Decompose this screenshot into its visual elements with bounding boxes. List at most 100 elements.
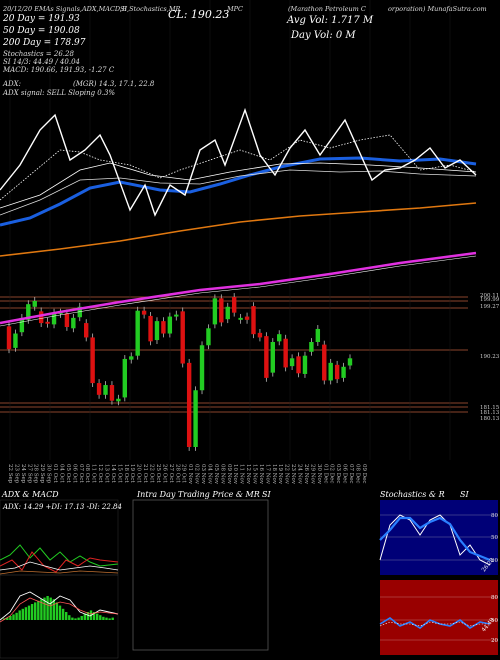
price-level-label: 180.13: [480, 416, 500, 422]
company-tail-label: orporation) MunafaSutra.com: [388, 5, 487, 13]
date-label: 24 Nov: [297, 464, 303, 485]
candle-body: [334, 364, 340, 380]
macd-histogram-bar: [102, 616, 105, 620]
candle-body: [19, 317, 25, 333]
candle-body: [58, 312, 63, 314]
candle-body: [328, 362, 333, 381]
date-label: 02 Nov: [194, 464, 200, 485]
candle-body: [315, 328, 321, 342]
macd-histogram-bar: [18, 610, 21, 620]
date-label: 03 Nov: [200, 464, 206, 485]
candle-body: [277, 334, 282, 342]
candle-body: [116, 398, 121, 402]
date-label: 01 Dec: [322, 464, 328, 484]
date-label: 01 Nov: [187, 464, 193, 485]
date-label: 30 Sep: [46, 464, 52, 484]
candle-body: [193, 390, 198, 447]
date-label: 29 Nov: [309, 464, 315, 485]
price-level-label: 199.27: [480, 304, 500, 310]
macd-histogram-bar: [24, 607, 28, 620]
macd-histogram-bar: [80, 616, 83, 620]
macd-histogram-bar: [6, 617, 9, 620]
candle-body: [148, 315, 153, 342]
day-vol-label: Day Vol: 0 M: [291, 30, 356, 41]
date-label: 12 Oct: [97, 464, 103, 483]
price-level-label: 181.15: [480, 405, 500, 411]
rsi-level-label: 80: [491, 595, 498, 601]
ema20-label: 20 Day = 191.93: [3, 14, 80, 24]
date-label: 14 Oct: [110, 464, 116, 483]
date-label: 22 Nov: [284, 464, 290, 485]
candle-body: [26, 304, 31, 320]
candle-body: [141, 310, 147, 315]
adx-ref-line: [0, 570, 119, 575]
rsi-line: [379, 617, 491, 629]
stoch-level-label: 20: [491, 558, 498, 564]
macd-histogram-bar: [61, 608, 65, 620]
stochastics-panel: [380, 500, 498, 575]
candle-body: [109, 385, 115, 401]
macd-histogram-bar: [58, 605, 62, 620]
adx-values: (MGR) 14.3, 17.1, 22.8: [73, 80, 155, 88]
macd-histogram-bar: [27, 605, 31, 620]
candle-body: [251, 306, 256, 335]
candle-body: [289, 358, 295, 367]
candle-body: [167, 316, 173, 334]
date-label: 18 Nov: [271, 464, 277, 485]
header-date-line: 20/12/20 EMAs Signals,ADX,MACD,B: [3, 5, 127, 13]
macd-histogram-bar: [83, 613, 86, 620]
date-label: 05 Nov: [213, 464, 219, 485]
macd-histogram-bar: [12, 614, 15, 620]
candle-body: [90, 337, 95, 384]
date-label: 28 Sep: [33, 464, 39, 484]
adx-panel-title: ADX & MACD: [2, 490, 59, 499]
stoch-panel-title: Stochastics & R: [380, 490, 445, 499]
rsi-signal-line: [379, 621, 490, 627]
date-label: 18 Oct: [123, 464, 129, 483]
stoch-level-label: 80: [491, 513, 498, 519]
candle-body: [199, 345, 205, 391]
date-label: 26 Oct: [161, 464, 167, 483]
ema-dotted-line: [0, 134, 477, 201]
avg-vol-label: Avg Vol: 1.717 M: [287, 15, 374, 26]
date-label: 17 Nov: [264, 464, 270, 485]
date-label: 03 Dec: [335, 464, 341, 484]
date-label: 02 Dec: [329, 464, 335, 484]
rsi-panel: [380, 580, 498, 655]
date-label: 24 Sep: [20, 464, 26, 484]
macd-line: [0, 591, 119, 621]
date-label: 09 Dec: [361, 464, 367, 484]
date-label: 12 Nov: [245, 464, 251, 485]
date-label: 29 Sep: [39, 464, 45, 484]
candle-body: [206, 328, 211, 346]
date-label: 19 Nov: [277, 464, 283, 485]
candle-body: [347, 358, 353, 366]
macd-histogram-bar: [65, 612, 68, 620]
ema200-label: 200 Day = 178.97: [3, 38, 86, 48]
candle-body: [296, 356, 301, 374]
date-label: 27 Oct: [168, 464, 174, 483]
macd-signal-line: [0, 597, 119, 623]
rsi-level-label: 50: [491, 618, 498, 624]
ema50-label: 50 Day = 190.08: [3, 26, 80, 36]
date-label: 11 Nov: [239, 464, 245, 485]
date-label: 06 Dec: [342, 464, 348, 484]
candle-body: [154, 321, 160, 341]
stoch-level-label: 50: [491, 535, 498, 541]
stoch-d-line: [379, 516, 491, 562]
candle-body: [161, 321, 166, 334]
price-level-label: 199.99: [480, 297, 500, 303]
date-label: 29 Oct: [181, 464, 187, 483]
candle-body: [283, 338, 288, 368]
macd-histogram-bar: [86, 612, 90, 620]
date-label: 23 Nov: [290, 464, 296, 485]
candle-body: [96, 383, 102, 395]
price-level-label: 190.23: [480, 354, 500, 360]
date-label: 04 Nov: [206, 464, 212, 485]
date-label: 10 Nov: [232, 464, 238, 485]
adx-line: [0, 561, 119, 571]
candle-body: [51, 312, 57, 325]
intraday-panel-title: Intra Day Trading Price & MR: [137, 490, 260, 499]
date-label: 08 Oct: [84, 464, 90, 483]
company-label: (Marathon Petroleum C: [288, 5, 366, 13]
